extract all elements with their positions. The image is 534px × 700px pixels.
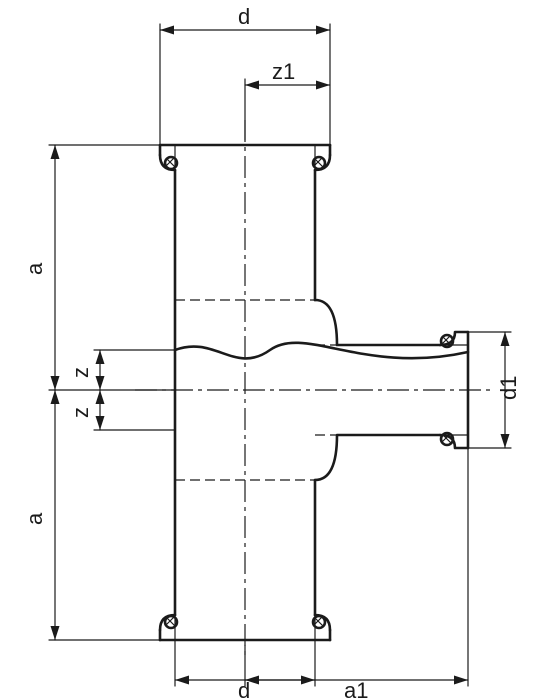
svg-text:z: z: [68, 367, 93, 378]
svg-text:d: d: [238, 678, 250, 700]
svg-text:a: a: [22, 512, 47, 525]
svg-text:a1: a1: [344, 678, 368, 700]
svg-text:a: a: [22, 262, 47, 275]
svg-text:d: d: [238, 4, 250, 29]
svg-text:z1: z1: [272, 59, 295, 84]
svg-text:z: z: [68, 407, 93, 418]
svg-text:d1: d1: [496, 376, 521, 400]
